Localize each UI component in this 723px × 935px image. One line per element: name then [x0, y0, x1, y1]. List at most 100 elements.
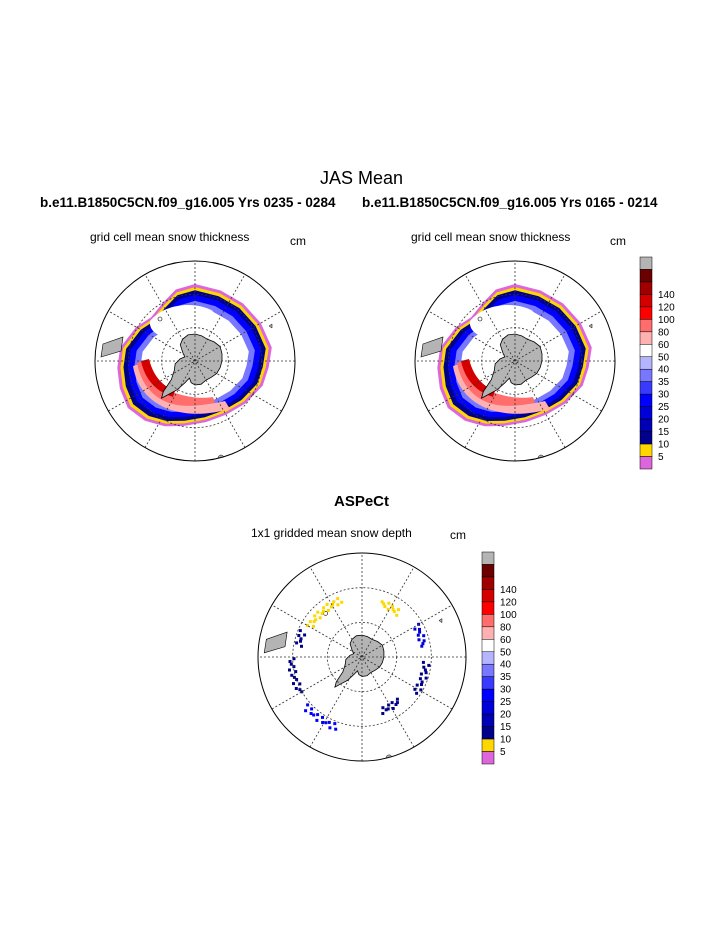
map-group	[94, 260, 296, 462]
meridian-line	[108, 310, 282, 412]
colorbar-swatch	[481, 738, 495, 752]
observation-cell	[304, 709, 308, 713]
observation-cell	[382, 602, 386, 606]
colorbar-swatch	[639, 431, 653, 445]
observation-cell	[384, 708, 388, 712]
map-frame	[94, 260, 296, 462]
observation-cell	[292, 675, 296, 679]
observation-cell	[321, 609, 325, 613]
colorbar-tick-label: 10	[658, 440, 670, 451]
observation-cell	[387, 703, 391, 707]
observation-cell	[380, 600, 384, 604]
colorbar-swatch	[639, 294, 653, 308]
colorbar-swatch	[481, 564, 495, 578]
left-run-title: b.e11.B1850C5CN.f09_g16.005 Yrs 0235 - 0…	[40, 195, 336, 210]
colorbar-tick-label: 15	[500, 722, 512, 733]
observation-cell	[313, 614, 317, 618]
observation-cell	[298, 682, 302, 686]
colorbar-swatch	[481, 676, 495, 690]
colorbar-tick-label: 40	[500, 660, 512, 671]
colorbar-tick-label: 25	[658, 402, 670, 413]
observation-cell	[417, 638, 421, 642]
colorbar-swatch	[481, 701, 495, 715]
colorbar-tick-label: 60	[658, 340, 670, 351]
observation-cell	[395, 613, 399, 617]
island-land	[268, 323, 273, 329]
colorbar-swatch	[481, 626, 495, 640]
colorbar-swatch	[639, 443, 653, 457]
colorbar-swatch	[639, 406, 653, 420]
observation-cell	[303, 633, 307, 637]
observation-cell	[395, 701, 399, 705]
observation-cell	[309, 712, 313, 715]
map-group	[257, 552, 467, 762]
observation-cell	[312, 713, 316, 717]
colorbar-tick-label: 30	[658, 390, 670, 401]
observation-cell	[423, 668, 427, 672]
observation-cell	[299, 639, 302, 643]
colorbar-tick-label: 140	[500, 585, 517, 596]
colorbar-tick-label: 35	[500, 672, 512, 683]
colorbar-swatch	[481, 688, 495, 702]
colorbar-swatch	[639, 381, 653, 395]
colorbar-swatch	[481, 713, 495, 727]
observation-cell	[397, 608, 400, 612]
observation-cell	[422, 634, 426, 638]
observation-cell	[308, 620, 312, 624]
observation-cell	[290, 673, 294, 677]
colorbar-tick-label: 50	[500, 647, 512, 658]
colorbar-tick-label: 100	[658, 315, 675, 326]
south-america-land	[100, 336, 124, 358]
colorbar-swatch	[639, 331, 653, 345]
island-land	[477, 316, 483, 322]
colorbar-tick-label: 15	[658, 427, 670, 438]
observation-cell	[322, 606, 326, 610]
observation-cell	[306, 703, 310, 707]
observation-cell	[295, 641, 299, 645]
observation-cell	[415, 683, 419, 687]
observation-cell	[316, 713, 320, 717]
colorbar-tick-label: 60	[500, 635, 512, 646]
observation-cell	[340, 600, 344, 604]
observation-cell	[320, 611, 324, 615]
observation-cell	[422, 665, 426, 669]
colorbar-tick-label: 5	[658, 452, 664, 463]
colorbar-swatch	[481, 663, 495, 677]
observation-cell	[424, 671, 428, 675]
observation-cell	[315, 718, 319, 722]
thick-snow-80cm-region	[137, 361, 215, 406]
observation-cell	[292, 657, 296, 661]
observation-cell	[420, 683, 423, 686]
south-america-land	[263, 631, 288, 654]
colorbar-tick-label: 80	[658, 327, 670, 338]
colorbar-swatch	[639, 356, 653, 370]
observation-cell	[413, 687, 417, 691]
aspect-units: cm	[450, 528, 466, 542]
island-land	[438, 618, 443, 624]
colorbar-swatch	[639, 368, 653, 382]
observation-cell	[312, 624, 315, 628]
observation-cell	[391, 604, 394, 608]
colorbar-swatch	[481, 726, 495, 740]
observation-cell	[386, 707, 390, 711]
map-frame	[414, 260, 616, 462]
colorbar-swatch	[639, 306, 653, 320]
aspect-title: ASPeCt	[333, 493, 389, 510]
map-group	[414, 260, 616, 462]
colorbar-swatch	[639, 269, 653, 283]
colorbar-swatch	[639, 418, 653, 432]
colorbar-tick-label: 10	[500, 735, 512, 746]
observation-cell	[329, 605, 333, 609]
meridian-line	[271, 604, 453, 710]
colorbar-swatch	[639, 344, 653, 358]
antarctica-land	[334, 634, 385, 688]
right-run-title: b.e11.B1850C5CN.f09_g16.005 Yrs 0165 - 0…	[362, 195, 658, 210]
observation-cell	[420, 644, 424, 648]
observation-cell	[318, 616, 322, 620]
observation-cell	[333, 722, 337, 726]
observation-cell	[332, 600, 336, 604]
observation-cell	[306, 624, 309, 627]
observation-cell	[294, 670, 298, 674]
observation-cell	[421, 642, 425, 646]
